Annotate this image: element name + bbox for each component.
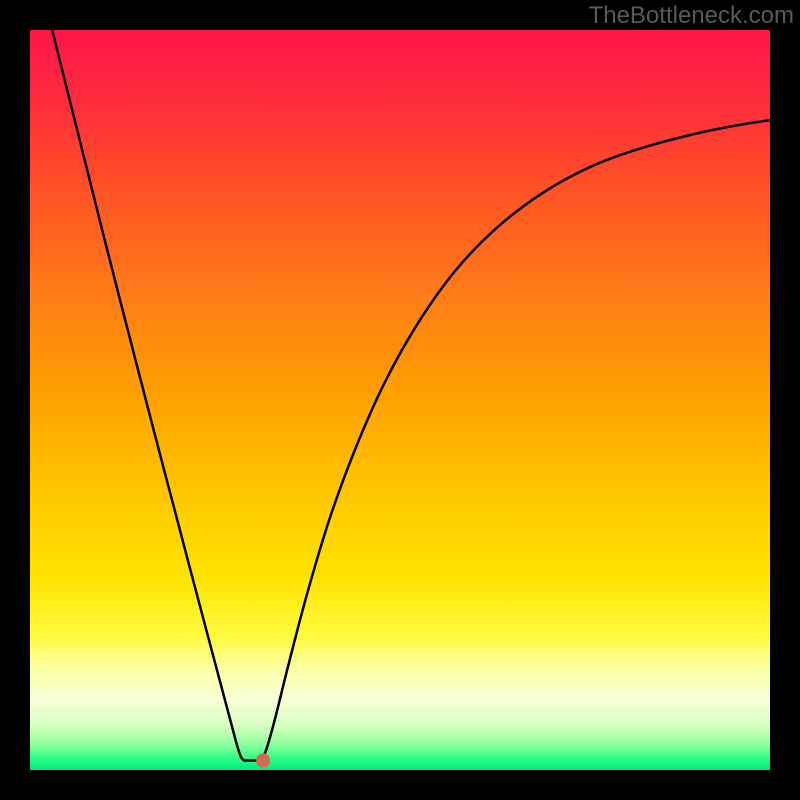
plot-background bbox=[30, 30, 770, 770]
chart-canvas: TheBottleneck.com bbox=[0, 0, 800, 800]
minimum-marker bbox=[256, 753, 270, 767]
bottleneck-chart bbox=[0, 0, 800, 800]
